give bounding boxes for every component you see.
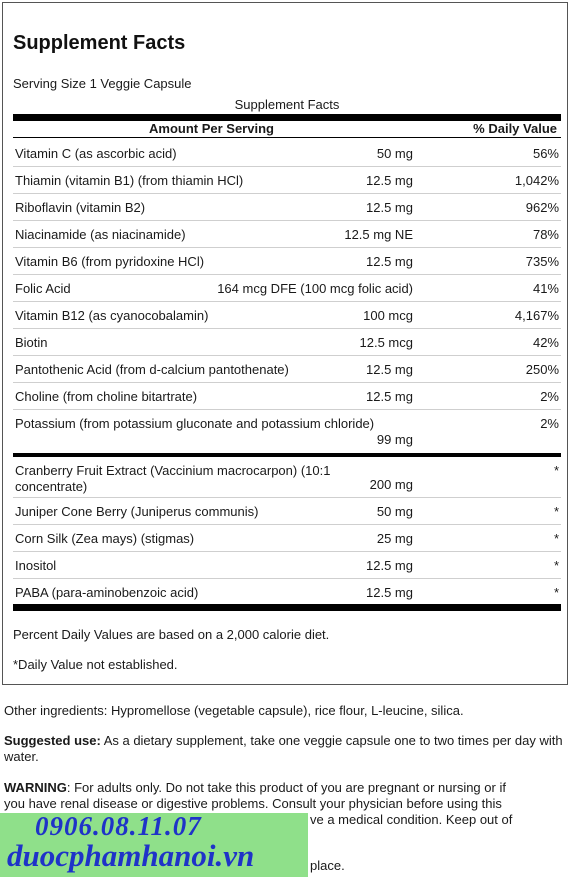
nutrient-name: Vitamin B12 (as cyanocobalamin) xyxy=(15,308,209,323)
ingredient-dv: * xyxy=(553,558,559,573)
table-row: Riboflavin (vitamin B2) 12.5 mg 962% xyxy=(13,194,561,221)
warning-label: WARNING xyxy=(4,780,67,795)
nutrient-amount: 12.5 mcg xyxy=(359,335,413,350)
ingredient-amount: 50 mg xyxy=(376,504,413,519)
nutrient-amount: 164 mcg DFE (100 mcg folic acid) xyxy=(217,281,413,296)
panel-title: Supplement Facts xyxy=(13,32,186,54)
nutrient-amount: 12.5 mg xyxy=(366,200,413,215)
table-row: Inositol 12.5 mg * xyxy=(13,552,561,579)
warning-line-1: : For adults only. Do not take this prod… xyxy=(66,780,506,795)
nutrient-name: Biotin xyxy=(15,335,48,350)
nutrient-amount: 12.5 mg NE xyxy=(344,227,413,242)
table-row: Vitamin B12 (as cyanocobalamin) 100 mcg … xyxy=(13,302,561,329)
suggested-use: Suggested use: As a dietary supplement, … xyxy=(4,733,566,765)
serving-size: Serving Size 1 Veggie Capsule xyxy=(13,76,192,91)
nutrient-dv: 735% xyxy=(525,254,559,269)
other-ingredients: Other ingredients: Hypromellose (vegetab… xyxy=(4,703,464,718)
header-daily-value: % Daily Value xyxy=(473,121,557,136)
nutrient-amount: 12.5 mg xyxy=(366,389,413,404)
table-row: Vitamin C (as ascorbic acid) 50 mg 56% xyxy=(13,140,561,167)
section-rule xyxy=(13,453,561,457)
table-row: Potassium (from potassium gluconate and … xyxy=(13,410,561,453)
nutrient-dv: 2% xyxy=(540,416,559,431)
ingredient-dv: * xyxy=(553,585,559,600)
ingredient-amount: 25 mg xyxy=(376,531,413,546)
nutrient-dv: 250% xyxy=(525,362,559,377)
nutrient-dv: 4,167% xyxy=(514,308,559,323)
nutrient-name: Vitamin C (as ascorbic acid) xyxy=(15,146,177,161)
nutrient-dv: 962% xyxy=(525,200,559,215)
nutrient-dv: 1,042% xyxy=(514,173,559,188)
watermark-site: duocphamhanoi.vn xyxy=(7,838,255,873)
footnote-daily-value: Percent Daily Values are based on a 2,00… xyxy=(13,627,330,642)
table-row: Niacinamide (as niacinamide) 12.5 mg NE … xyxy=(13,221,561,248)
ingredient-name: Corn Silk (Zea mays) (stigmas) xyxy=(15,531,195,546)
ingredient-amount: 12.5 mg xyxy=(366,585,413,600)
table-row: Folic Acid 164 mcg DFE (100 mcg folic ac… xyxy=(13,275,561,302)
header-amount: Amount Per Serving xyxy=(149,121,274,136)
nutrient-name: Vitamin B6 (from pyridoxine HCl) xyxy=(15,254,205,269)
nutrient-amount: 12.5 mg xyxy=(366,173,413,188)
watermark-phone: 0906.08.11.07 xyxy=(35,811,202,841)
top-rule xyxy=(13,114,561,121)
nutrient-amount: 12.5 mg xyxy=(366,362,413,377)
nutrient-name: Niacinamide (as niacinamide) xyxy=(15,227,186,242)
bottom-rule xyxy=(13,604,561,611)
nutrient-dv: 2% xyxy=(540,389,559,404)
footnote-not-established: *Daily Value not established. xyxy=(13,657,178,672)
table-row: Thiamin (vitamin B1) (from thiamin HCl) … xyxy=(13,167,561,194)
table-row: Pantothenic Acid (from d-calcium pantoth… xyxy=(13,356,561,383)
ingredient-amount: 12.5 mg xyxy=(366,558,413,573)
table-caption: Supplement Facts xyxy=(234,97,340,112)
table-row: Cranberry Fruit Extract (Vaccinium macro… xyxy=(13,457,561,498)
table-row: Corn Silk (Zea mays) (stigmas) 25 mg * xyxy=(13,525,561,552)
nutrient-name: Thiamin (vitamin B1) (from thiamin HCl) xyxy=(15,173,244,188)
nutrient-dv: 78% xyxy=(532,227,559,242)
supplement-facts-panel: Supplement Facts Serving Size 1 Veggie C… xyxy=(2,2,568,685)
warning-line-4: place. xyxy=(310,858,345,873)
table-row: Juniper Cone Berry (Juniperus communis) … xyxy=(13,498,561,525)
warning-text: WARNING: For adults only. Do not take th… xyxy=(4,780,566,873)
nutrient-name: Potassium (from potassium gluconate and … xyxy=(15,416,375,431)
suggested-use-label: Suggested use: xyxy=(4,733,101,748)
nutrient-amount: 12.5 mg xyxy=(366,254,413,269)
table-row: PABA (para-aminobenzoic acid) 12.5 mg * xyxy=(13,579,561,605)
nutrient-name: Riboflavin (vitamin B2) xyxy=(15,200,146,215)
nutrient-name: Pantothenic Acid (from d-calcium pantoth… xyxy=(15,362,289,377)
table-row: Choline (from choline bitartrate) 12.5 m… xyxy=(13,383,561,410)
nutrient-dv: 42% xyxy=(532,335,559,350)
ingredient-dv: * xyxy=(553,504,559,519)
ingredient-dv: * xyxy=(553,463,559,478)
suggested-use-text: As a dietary supplement, take one veggie… xyxy=(4,733,563,764)
ingredient-amount: 200 mg xyxy=(369,477,413,492)
nutrient-name: Folic Acid xyxy=(15,281,71,296)
nutrient-amount: 100 mcg xyxy=(363,308,413,323)
nutrient-dv: 41% xyxy=(532,281,559,296)
warning-line-3: ve a medical condition. Keep out of xyxy=(310,812,513,827)
table-row: Biotin 12.5 mcg 42% xyxy=(13,329,561,356)
nutrient-amount: 50 mg xyxy=(376,146,413,161)
ingredient-dv: * xyxy=(553,531,559,546)
table-row: Vitamin B6 (from pyridoxine HCl) 12.5 mg… xyxy=(13,248,561,275)
warning-line-2: you have renal disease or digestive prob… xyxy=(4,796,502,811)
nutrient-dv: 56% xyxy=(532,146,559,161)
ingredient-name: Cranberry Fruit Extract (Vaccinium macro… xyxy=(15,463,331,494)
nutrient-amount: 99 mg xyxy=(376,432,413,447)
ingredient-name: Inositol xyxy=(15,558,57,573)
table-header: Amount Per Serving % Daily Value xyxy=(13,121,561,138)
nutrient-name: Choline (from choline bitartrate) xyxy=(15,389,198,404)
watermark-banner xyxy=(0,813,308,877)
ingredient-name: PABA (para-aminobenzoic acid) xyxy=(15,585,199,600)
ingredient-name: Juniper Cone Berry (Juniperus communis) xyxy=(15,504,259,519)
